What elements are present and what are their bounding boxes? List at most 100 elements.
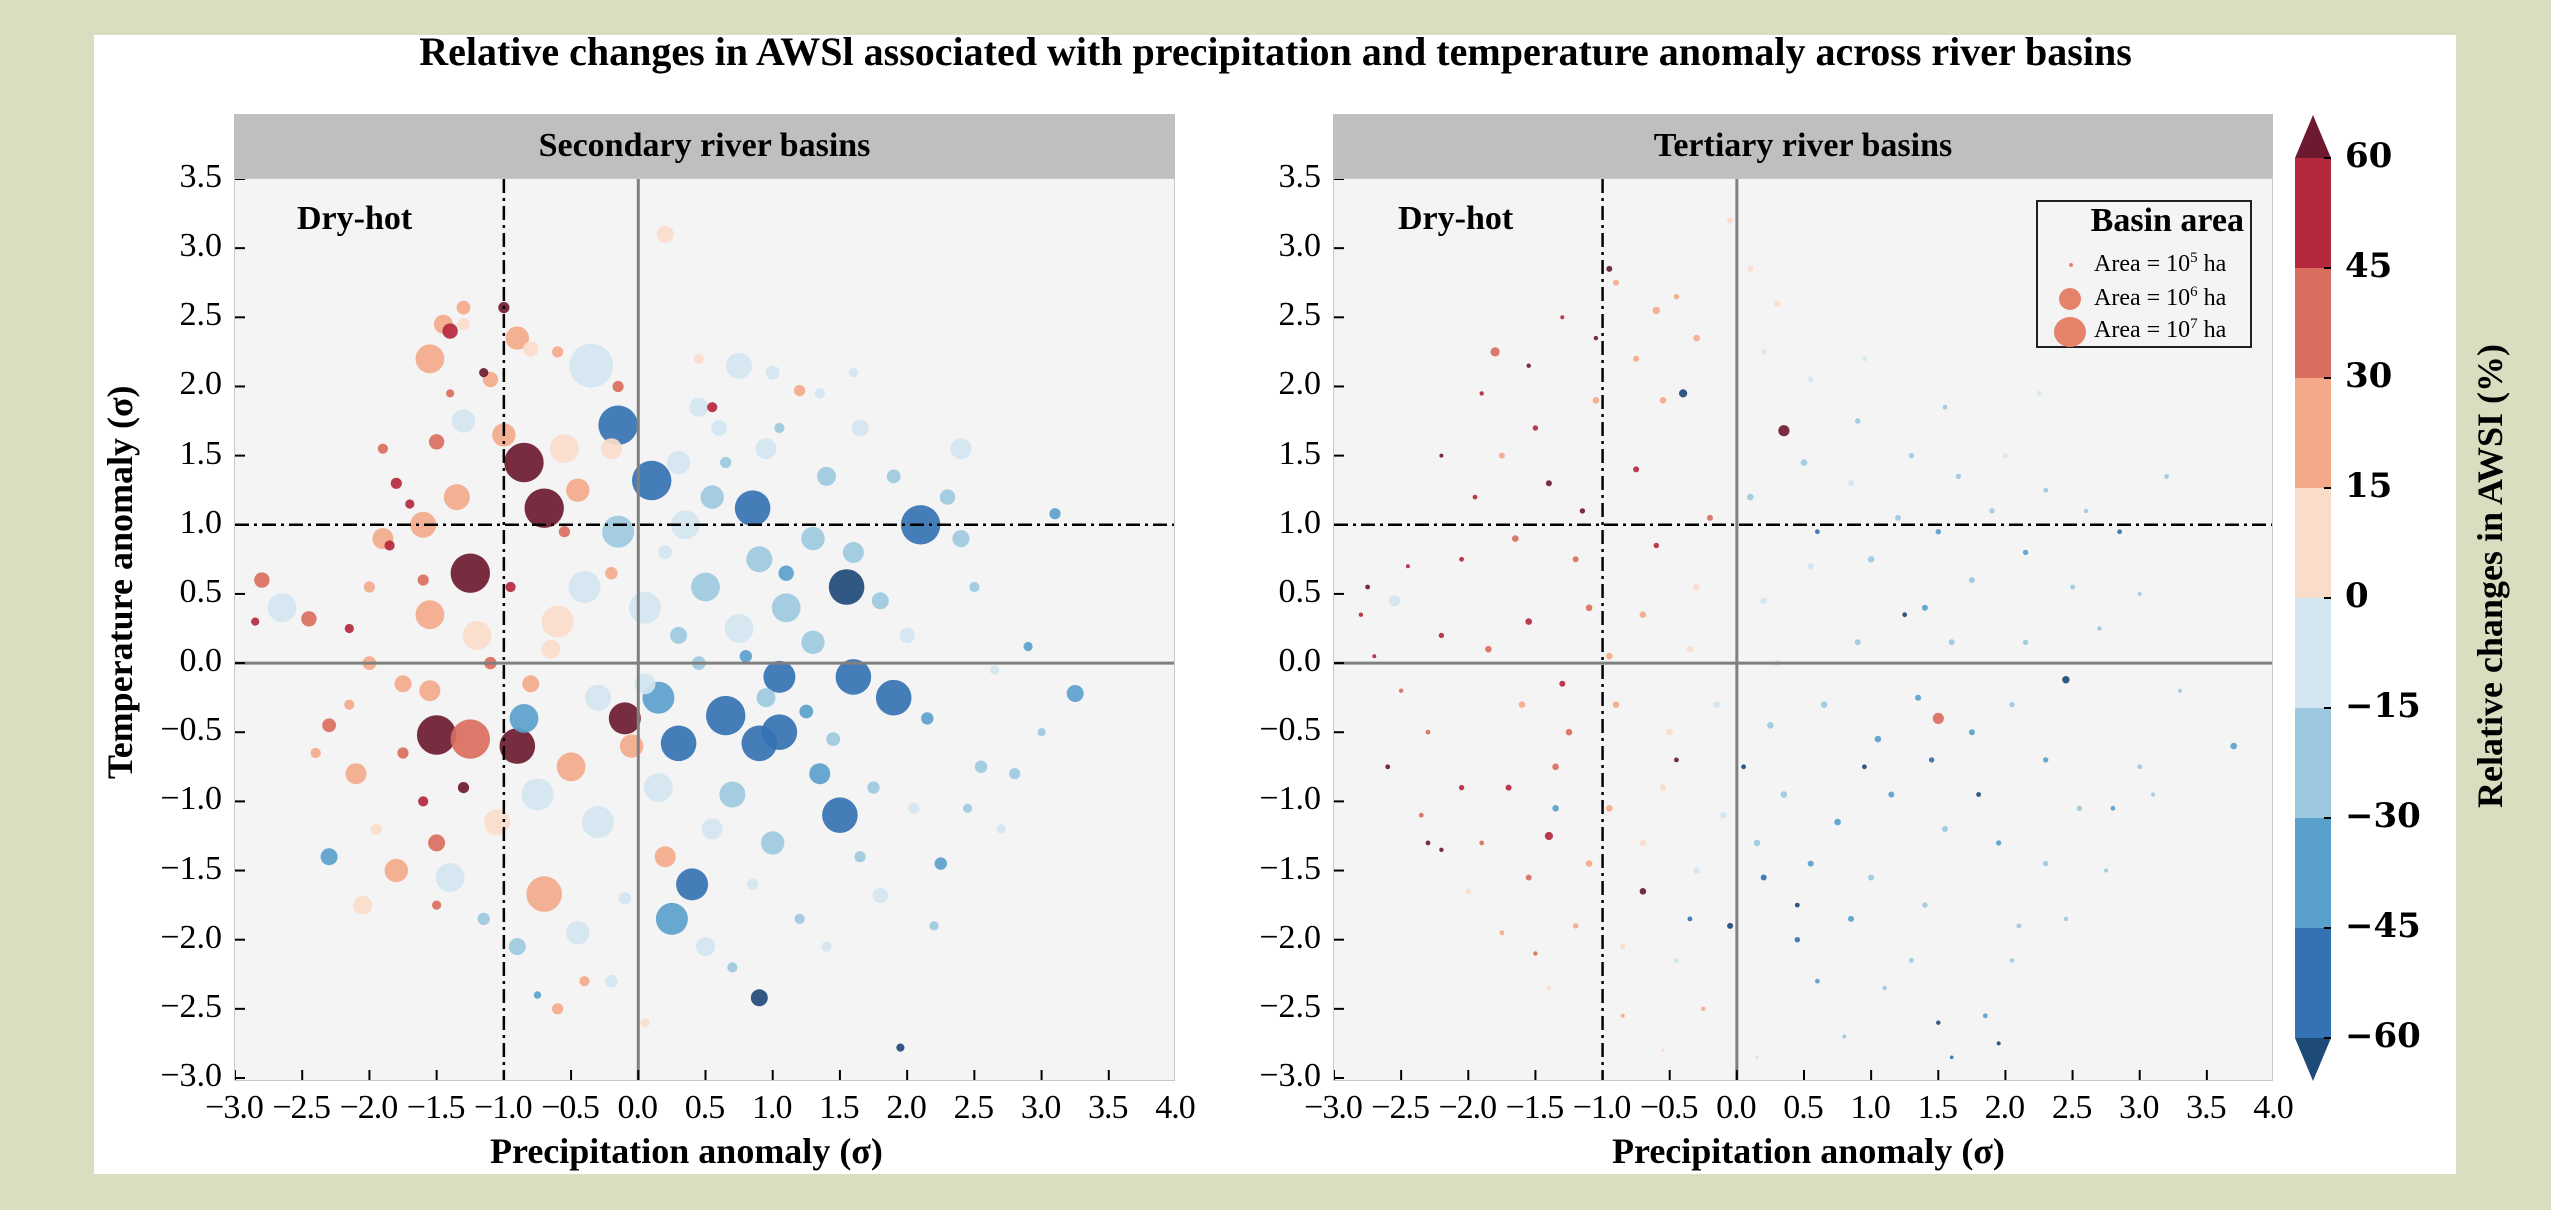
scatter-point	[706, 695, 746, 736]
scatter-point	[1385, 764, 1391, 770]
scatter-point	[676, 868, 709, 901]
scatter-point	[457, 318, 470, 331]
x-tick-label: −1.0	[474, 1089, 533, 1126]
scatter-point	[1842, 1034, 1847, 1039]
scatter-point	[1552, 805, 1559, 812]
scatter-point	[2016, 923, 2022, 929]
scatter-point	[1807, 563, 1814, 570]
scatter-point	[2178, 688, 2182, 693]
scatter-point	[794, 385, 806, 397]
scatter-point	[1023, 641, 1033, 652]
scatter-point	[771, 593, 801, 623]
scatter-point	[640, 1018, 650, 1028]
scatter-point	[1653, 542, 1659, 549]
scatter-point	[761, 714, 798, 750]
scatter-point	[552, 346, 564, 358]
scatter-point	[1439, 453, 1444, 458]
scatter-point	[921, 712, 934, 725]
scatter-point	[720, 456, 732, 469]
scatter-point	[1418, 812, 1424, 818]
y-tick-label: −1.0	[160, 780, 222, 818]
scatter-point	[428, 434, 445, 450]
x-tick-label: 3.0	[2118, 1089, 2160, 1126]
scatter-point	[974, 760, 988, 773]
y-tick-label: −2.5	[1259, 987, 1321, 1025]
colorbar-title: Relative changes in AWSI (%)	[2470, 344, 2510, 809]
scatter-svg-tertiary	[1334, 179, 2272, 1080]
scatter-point	[1472, 494, 1478, 500]
scatter-point	[499, 728, 536, 764]
x-tick-label: −2.0	[339, 1089, 399, 1126]
scatter-point	[950, 438, 972, 460]
scatter-point	[1760, 874, 1767, 881]
scatter-point	[1585, 860, 1593, 867]
scatter-point	[1459, 556, 1464, 562]
legend-label-1e7: Area = 107 ha	[2094, 316, 2227, 343]
scatter-point	[1560, 315, 1565, 320]
scatter-point	[1666, 728, 1673, 736]
y-tick-label: −0.5	[160, 711, 222, 749]
scatter-point	[457, 782, 470, 794]
colorbar-under-arrow	[2295, 1038, 2331, 1081]
scatter-point	[2164, 474, 2169, 479]
scatter-point	[1815, 978, 1820, 984]
scatter-point	[1989, 508, 1995, 514]
colorbar-segment	[2295, 158, 2331, 268]
scatter-point	[2117, 529, 2122, 535]
scatter-point	[2022, 639, 2029, 645]
scatter-point	[691, 572, 720, 602]
scatter-point	[524, 488, 564, 528]
scatter-point	[734, 490, 771, 526]
x-tick-label: −1.0	[1572, 1089, 1632, 1126]
scatter-point	[763, 660, 796, 693]
scatter-point	[301, 611, 317, 627]
scatter-point	[1673, 293, 1680, 300]
scatter-point	[1425, 840, 1431, 846]
scatter-point	[828, 569, 865, 605]
scatter-plot-secondary	[234, 178, 1175, 1081]
y-tick-label: −2.0	[160, 918, 222, 956]
scatter-point	[1807, 860, 1814, 867]
scatter-point	[1405, 564, 1410, 569]
scatter-point	[1922, 902, 1928, 908]
scatter-point	[417, 574, 429, 586]
colorbar-tick-label: 15	[2345, 466, 2393, 506]
scatter-point	[1921, 604, 1928, 611]
scatter-point	[1854, 639, 1861, 646]
scatter-svg-secondary	[235, 179, 1174, 1080]
legend-label-1e6: Area = 106 ha	[2094, 284, 2227, 311]
scatter-point	[689, 397, 709, 417]
scatter-point	[1388, 595, 1400, 607]
scatter-point	[2070, 584, 2075, 590]
scatter-point	[377, 443, 388, 454]
legend-item-1e6: Area = 106 ha	[2038, 282, 2252, 316]
scatter-point	[2003, 453, 2008, 458]
scatter-point	[443, 484, 470, 511]
scatter-point	[344, 623, 354, 634]
scatter-point	[696, 937, 715, 957]
x-tick-label: −2.0	[1438, 1089, 1497, 1126]
scatter-point	[605, 567, 618, 580]
scatter-point	[1949, 1055, 1954, 1060]
y-tick-label: 3.0	[179, 227, 223, 265]
y-tick-label: −3.0	[1259, 1057, 1321, 1094]
colorbar-segment	[2295, 708, 2331, 818]
x-tick-label: −0.5	[541, 1089, 600, 1126]
scatter-point	[1525, 618, 1532, 625]
scatter-point	[2036, 391, 2042, 396]
scatter-point	[1955, 473, 1962, 480]
scatter-point	[1679, 389, 1688, 398]
scatter-point	[267, 593, 297, 623]
y-tick-label: −1.5	[1259, 849, 1321, 887]
y-tick-label: 1.0	[179, 503, 223, 541]
scatter-point	[1701, 1006, 1706, 1011]
colorbar-segment	[2295, 928, 2331, 1038]
scatter-point	[1767, 722, 1774, 729]
scatter-point	[2083, 508, 2089, 514]
scatter-point	[1606, 652, 1613, 660]
y-tick-label: 2.5	[1278, 296, 1322, 334]
scatter-point	[1526, 363, 1531, 368]
scatter-point	[700, 485, 724, 509]
scatter-point	[612, 380, 624, 393]
scatter-point	[1592, 397, 1600, 404]
